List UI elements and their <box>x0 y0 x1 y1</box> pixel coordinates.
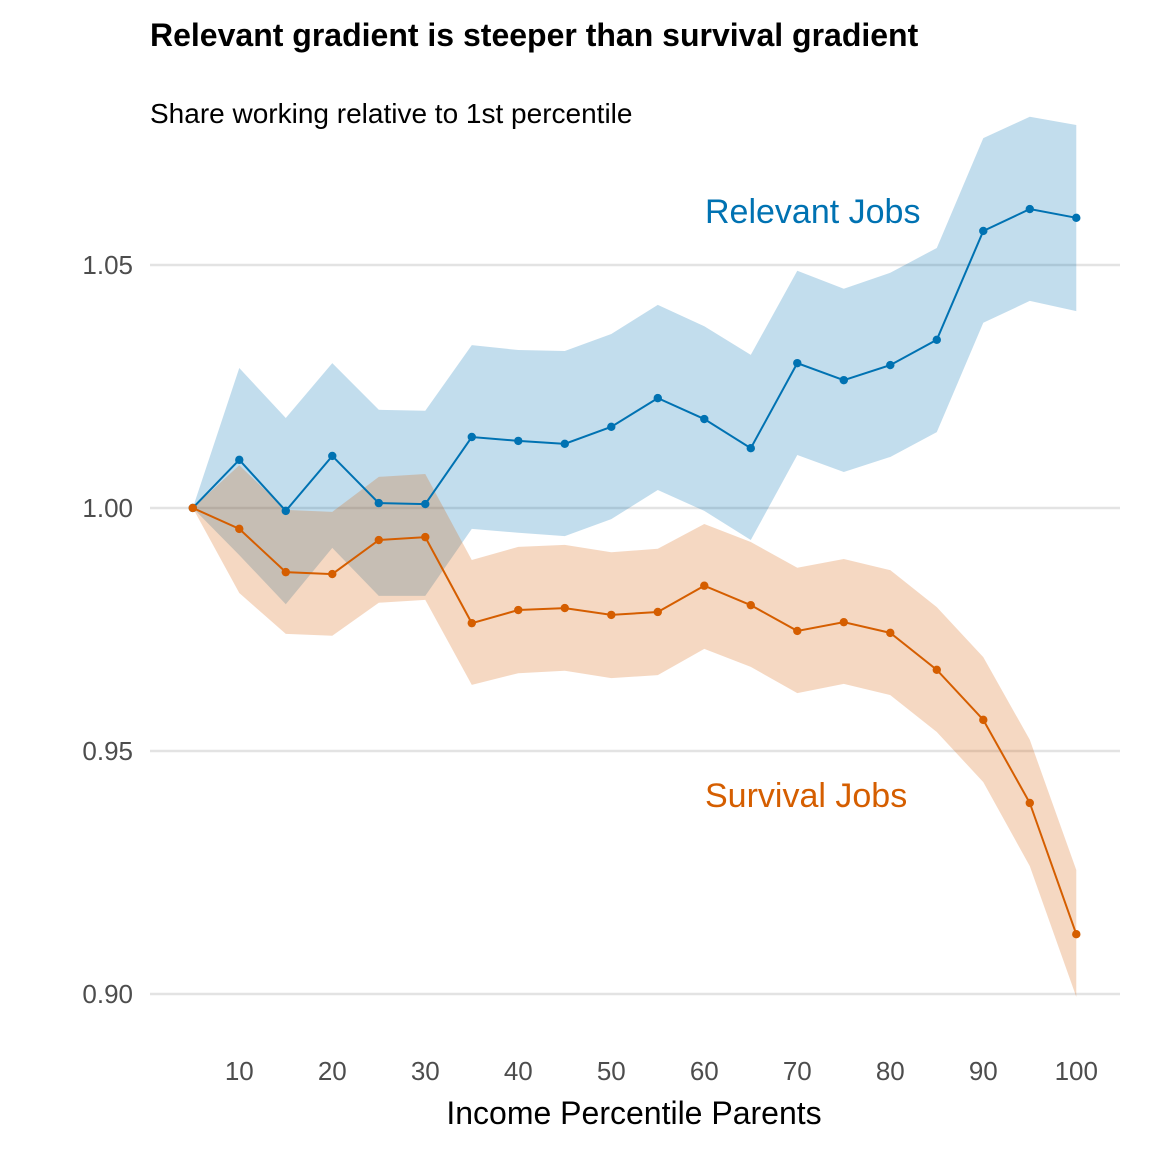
chart-subtitle: Share working relative to 1st percentile <box>150 98 632 129</box>
series-line-0 <box>192 208 1077 513</box>
data-point <box>328 451 337 461</box>
data-point <box>1025 204 1034 214</box>
data-point <box>560 439 569 449</box>
y-tick-label: 1.00 <box>82 493 133 523</box>
x-tick-label: 70 <box>783 1056 812 1086</box>
x-tick-label: 100 <box>1055 1056 1098 1086</box>
data-point <box>886 628 895 638</box>
data-point <box>467 432 476 442</box>
series-line-1 <box>192 507 1078 935</box>
series-label-relevant-jobs: Relevant Jobs <box>705 193 920 231</box>
y-tick-label: 0.95 <box>82 736 133 766</box>
x-tick-label: 90 <box>969 1056 998 1086</box>
y-tick-label: 0.90 <box>82 979 133 1009</box>
data-point <box>839 375 848 385</box>
data-point <box>700 581 709 590</box>
data-point <box>793 358 802 368</box>
x-tick-label: 20 <box>318 1056 347 1086</box>
data-point <box>235 455 244 465</box>
gridlines <box>150 263 1120 996</box>
x-tick-label: 50 <box>597 1056 626 1086</box>
data-point <box>932 665 941 675</box>
data-point <box>235 524 244 534</box>
confidence-band-0 <box>192 116 1077 605</box>
y-axis-ticks: 0.90 0.95 1.00 1.05 <box>82 250 133 1009</box>
confidence-bands <box>192 116 1077 997</box>
x-axis-label: Income Percentile Parents <box>446 1095 821 1131</box>
x-tick-label: 60 <box>690 1056 719 1086</box>
data-point <box>1072 930 1081 939</box>
x-tick-label: 10 <box>225 1056 254 1086</box>
data-point <box>979 715 988 725</box>
data-point <box>793 626 802 636</box>
x-tick-label: 40 <box>504 1056 533 1086</box>
data-point <box>281 567 290 577</box>
x-axis-ticks: 10 20 30 40 50 60 70 80 90 100 <box>225 1056 1098 1086</box>
data-point <box>374 498 383 508</box>
data-point <box>188 503 197 513</box>
data-point <box>746 600 755 610</box>
data-point <box>979 226 988 236</box>
data-point <box>374 535 383 545</box>
data-point <box>653 393 662 403</box>
data-point <box>607 422 616 432</box>
confidence-band-1 <box>192 465 1077 997</box>
data-point <box>421 532 430 542</box>
data-point <box>1072 213 1081 223</box>
data-point <box>467 618 476 628</box>
y-tick-label: 1.05 <box>82 250 133 280</box>
data-point <box>607 610 616 620</box>
x-tick-label: 30 <box>411 1056 440 1086</box>
data-point <box>514 605 523 615</box>
data-point <box>560 603 569 613</box>
series-label-survival-jobs: Survival Jobs <box>705 777 907 815</box>
x-tick-label: 80 <box>876 1056 905 1086</box>
data-point <box>514 436 523 446</box>
data-point <box>421 499 430 509</box>
data-point <box>839 617 848 627</box>
data-point <box>1025 798 1034 808</box>
data-point <box>281 506 290 516</box>
data-point <box>700 414 709 424</box>
chart-title: Relevant gradient is steeper than surviv… <box>150 17 919 53</box>
data-point <box>653 607 662 617</box>
data-point <box>328 569 337 579</box>
data-point <box>886 360 895 370</box>
data-point <box>746 443 755 453</box>
data-point <box>932 335 941 345</box>
series-lines <box>188 204 1081 939</box>
